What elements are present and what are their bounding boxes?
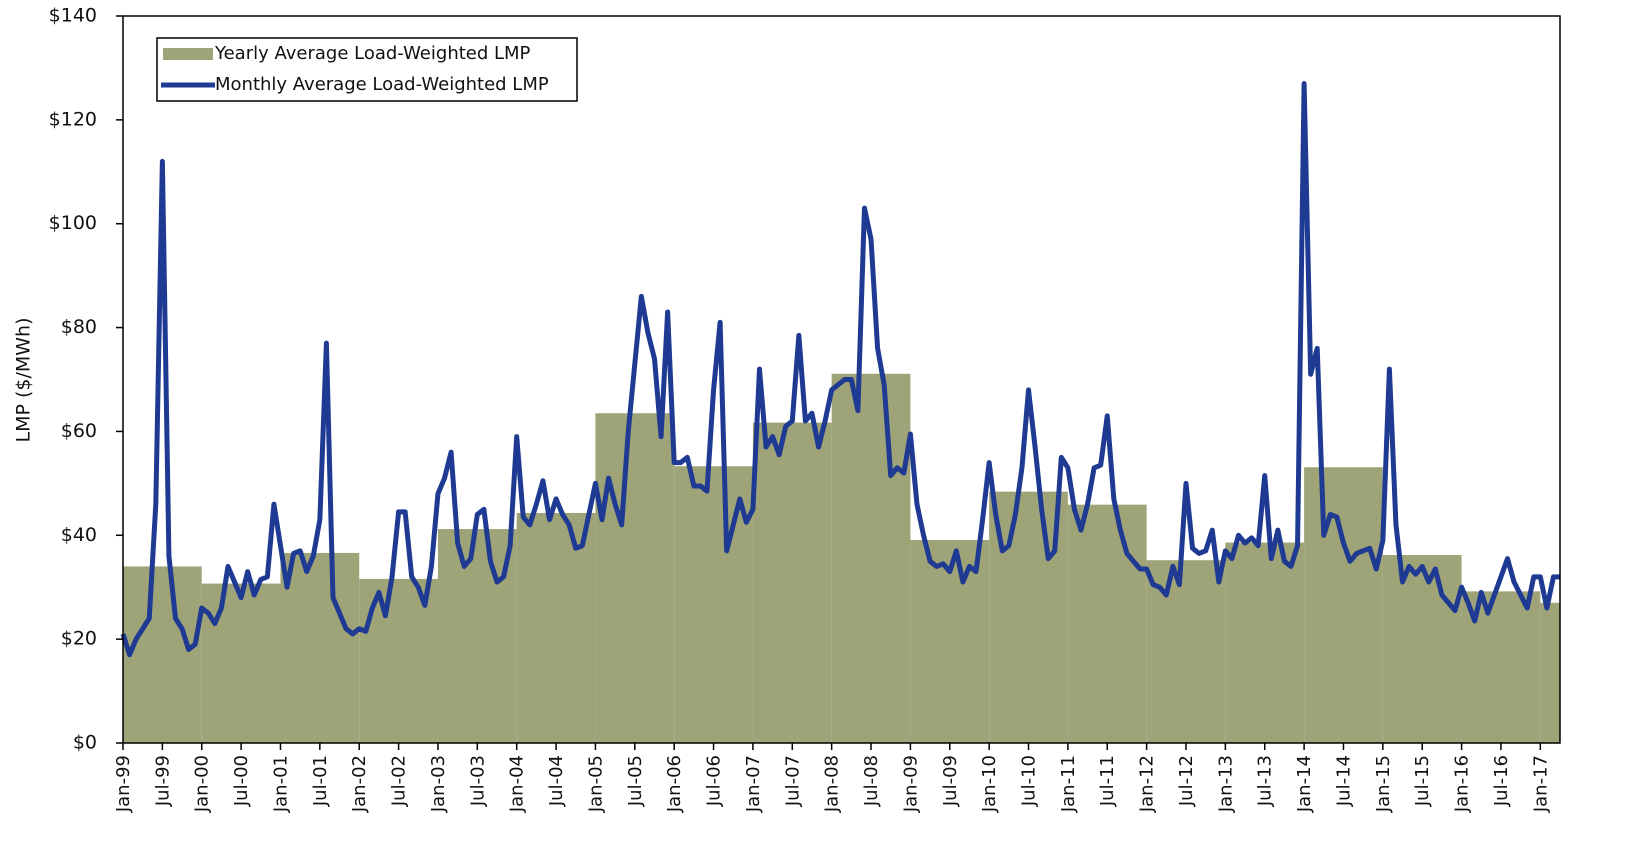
x-tick-label: Jul-13 [1255, 755, 1276, 807]
y-tick-label: $0 [73, 732, 97, 754]
x-tick-label: Jan-07 [743, 755, 764, 813]
y-tick-label: $80 [61, 316, 97, 338]
x-tick-label: Jul-12 [1176, 755, 1197, 807]
year-bar [280, 552, 360, 743]
legend-swatch [163, 48, 213, 60]
x-tick-label: Jul-99 [152, 755, 173, 807]
x-tick-label: Jul-02 [389, 755, 410, 807]
x-tick-label: Jan-14 [1294, 755, 1315, 813]
legend-label: Monthly Average Load-Weighted LMP [215, 74, 549, 95]
y-tick-label: $100 [49, 212, 97, 234]
x-tick-label: Jul-00 [231, 755, 252, 807]
x-tick-label: Jul-07 [782, 755, 803, 807]
x-tick-label: Jan-03 [428, 755, 449, 813]
monthly-line [120, 81, 1560, 658]
x-tick-label: Jan-06 [664, 755, 685, 813]
legend-box [156, 37, 578, 102]
year-bar [437, 529, 517, 743]
x-tick-label: Jan-11 [1058, 755, 1079, 813]
legend-label: Yearly Average Load-Weighted LMP [214, 43, 531, 64]
x-tick-label: Jan-99 [113, 755, 134, 813]
x-tick-label: Jan-17 [1530, 755, 1551, 813]
year-bar [674, 466, 753, 743]
year-bar [1225, 542, 1305, 743]
y-tick-label: $60 [61, 420, 97, 442]
x-tick-label: Jan-01 [270, 755, 291, 813]
y-tick-label: $120 [49, 108, 97, 130]
x-tick-label: Jan-16 [1452, 755, 1473, 813]
y-tick-label: $20 [61, 628, 97, 650]
x-tick-label: Jul-10 [1019, 755, 1040, 807]
x-tick-label: Jan-10 [979, 755, 1000, 813]
x-tick-label: Jul-14 [1333, 755, 1354, 807]
x-tick-label: Jul-04 [546, 755, 567, 807]
x-tick-label: Jul-01 [310, 755, 331, 807]
year-bar [1540, 602, 1560, 743]
x-tick-label: Jul-09 [940, 755, 961, 807]
x-tick-label: Jan-12 [1137, 755, 1158, 813]
x-tick-label: Jul-16 [1491, 755, 1512, 807]
year-bar [831, 373, 911, 743]
year-bar [1382, 555, 1462, 743]
year-bar [752, 422, 832, 743]
y-axis-title: LMP ($/MWh) [13, 317, 35, 442]
x-tick-label: Jul-06 [704, 755, 725, 807]
year-bar [1304, 467, 1383, 743]
y-tick-label: $140 [49, 5, 97, 27]
x-tick-label: Jan-08 [822, 755, 843, 813]
x-tick-label: Jul-15 [1412, 755, 1433, 807]
year-bar [1067, 504, 1147, 743]
x-tick-label: Jul-11 [1097, 755, 1118, 807]
year-bar [595, 413, 675, 743]
x-tick-label: Jan-02 [349, 755, 370, 813]
x-tick-label: Jan-15 [1373, 755, 1394, 813]
x-tick-label: Jan-09 [900, 755, 921, 813]
year-bar [201, 583, 281, 743]
x-tick-label: Jan-04 [507, 755, 528, 813]
year-bar [123, 566, 202, 743]
plot-frame [122, 15, 1561, 744]
x-tick-label: Jul-03 [467, 755, 488, 807]
x-tick-label: Jul-08 [861, 755, 882, 807]
y-tick-label: $40 [61, 524, 97, 546]
x-tick-label: Jan-05 [585, 755, 606, 813]
year-bar [516, 512, 596, 743]
x-tick-label: Jan-13 [1215, 755, 1236, 813]
x-tick-label: Jul-05 [625, 755, 646, 807]
x-tick-label: Jan-00 [192, 755, 213, 813]
